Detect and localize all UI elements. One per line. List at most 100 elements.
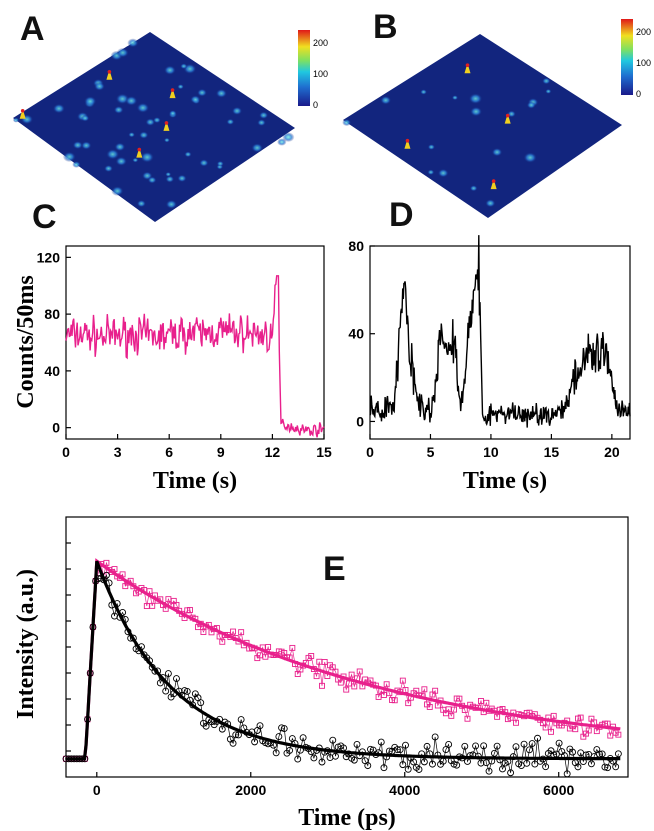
chart-e-point-square <box>149 602 156 609</box>
chart-e-point-circle <box>278 724 286 732</box>
chart-e-point-square <box>219 638 226 645</box>
x-tick-label: 0 <box>93 782 101 798</box>
chart-e-point-circle <box>587 760 595 768</box>
x-tick-label: 0 <box>62 444 70 460</box>
surface-hot-peak <box>19 108 26 119</box>
chart-e-point-circle <box>493 742 501 750</box>
chart-e-point-circle <box>555 739 563 747</box>
chart-e-point-circle <box>367 745 374 753</box>
chart-e-point-square <box>119 571 126 578</box>
surface-peak <box>165 171 172 177</box>
surface-peak <box>72 161 81 168</box>
chart-e-point-circle <box>181 687 189 695</box>
colorbar-b-tick-0: 0 <box>636 89 641 99</box>
surface-peak <box>127 38 139 48</box>
surface-peak <box>523 152 537 164</box>
x-tick-label: 3 <box>114 444 122 460</box>
surface-peak <box>163 137 170 143</box>
y-tick-label: 40 <box>348 326 364 342</box>
y-tick-label: 0 <box>356 413 364 429</box>
x-tick-label: 6 <box>165 444 173 460</box>
chart-e-point-circle <box>237 716 245 723</box>
chart-e-point-circle <box>329 736 337 744</box>
surface-peak <box>52 103 66 114</box>
surface-hot-peak <box>136 147 143 158</box>
chart-c-xlabel: Time (s) <box>153 468 237 494</box>
chart-e-point-circle <box>364 762 372 770</box>
chart-e-point-circle <box>218 725 226 733</box>
chart-c-frame <box>65 245 325 440</box>
x-tick-label: 15 <box>316 444 332 460</box>
colorbar-b-tick-100: 100 <box>636 58 651 68</box>
surface-peak <box>128 131 136 138</box>
chart-e-point-square <box>405 700 412 707</box>
surface-peak <box>106 148 120 160</box>
colorbar-a: 200 100 0 <box>298 30 328 110</box>
panel-letter-d: D <box>389 196 414 234</box>
y-tick-label: 80 <box>348 238 364 254</box>
surface-hot-peak-tip <box>20 108 25 113</box>
colorbar-a-tick-0: 0 <box>313 100 318 110</box>
surface-a-peaks <box>12 38 295 209</box>
chart-e-point-square <box>103 559 110 566</box>
x-tick-label: 5 <box>427 444 435 460</box>
chart-e-point-circle <box>332 752 339 760</box>
surface-peak <box>116 47 129 58</box>
surface-peak <box>197 88 208 97</box>
y-tick-label: 120 <box>37 249 61 265</box>
chart-e-point-circle <box>173 675 180 683</box>
panel-letter-b: B <box>373 8 398 46</box>
chart-e-point-circle <box>272 749 280 757</box>
surface-hot-peak-tip <box>505 113 510 118</box>
surface-hot-peak-tip <box>137 147 142 152</box>
chart-e-point-circle <box>202 722 210 730</box>
chart-e-point-square <box>426 703 433 710</box>
chart-c: 0 3 6 9 12 15 0 40 80 120 Time (s) Counts/50ms <box>13 245 332 494</box>
surface-peak <box>469 106 483 117</box>
surface-peak <box>72 140 83 150</box>
surface-peak <box>136 102 150 113</box>
chart-e-point-circle <box>490 749 498 757</box>
x-tick-label: 2000 <box>235 782 266 798</box>
surface-hot-peak <box>163 120 170 131</box>
x-tick-label: 4000 <box>389 782 420 798</box>
chart-e-point-square <box>577 714 584 721</box>
surface-peak <box>545 88 552 94</box>
surface-peak <box>282 132 295 143</box>
surface-hot-peak <box>169 88 176 99</box>
chart-e-point-circle <box>453 761 461 769</box>
chart-e-point-circle <box>507 769 515 777</box>
surface-hot-peak-tip <box>170 88 175 92</box>
surface-peak <box>80 114 90 122</box>
chart-e-point-circle <box>310 754 318 762</box>
surface-peak <box>165 175 175 183</box>
chart-e-point-circle <box>445 741 453 748</box>
chart-e-point-square <box>308 653 315 659</box>
surface-peak <box>199 159 209 167</box>
y-tick-label: 80 <box>44 306 60 322</box>
surface-peak <box>380 95 392 105</box>
chart-e-point-circle <box>251 738 259 746</box>
chart-e-point-circle <box>299 734 307 742</box>
colorbar-b-tick-200: 200 <box>636 27 651 37</box>
y-tick-label: 0 <box>52 420 60 436</box>
chart-e-point-square <box>356 668 363 675</box>
chart-e-point-circle <box>415 766 423 773</box>
surface-peak <box>468 93 483 105</box>
surface-peak <box>177 174 187 183</box>
surface-peak <box>12 117 20 123</box>
surface-peak <box>136 199 147 208</box>
chart-e-point-circle <box>423 742 431 750</box>
surface-peak <box>216 160 224 167</box>
surface-plot-b <box>342 34 622 218</box>
surface-hot-peak-tip <box>491 179 496 183</box>
surface-peak <box>342 118 352 127</box>
chart-e-point-circle <box>528 740 536 747</box>
chart-e-point-circle <box>410 758 418 766</box>
chart-e-point-square <box>383 681 390 688</box>
chart-e-point-square <box>483 699 490 706</box>
chart-e-point-square <box>542 724 549 731</box>
surface-b <box>343 34 622 218</box>
chart-e-point-circle <box>480 742 488 750</box>
